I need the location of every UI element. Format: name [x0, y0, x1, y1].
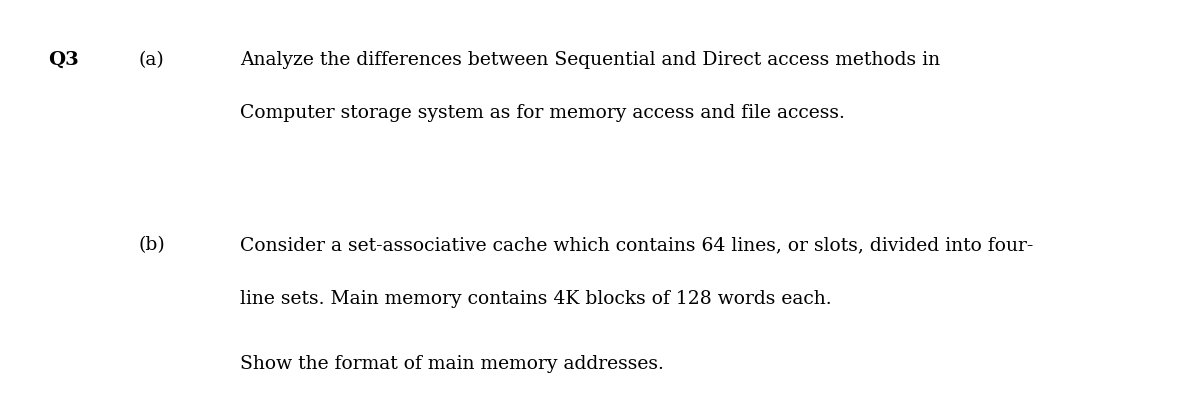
Text: (a): (a) — [138, 51, 163, 69]
Text: Analyze the differences between Sequential and Direct access methods in: Analyze the differences between Sequenti… — [240, 51, 940, 69]
Text: Computer storage system as for memory access and file access.: Computer storage system as for memory ac… — [240, 104, 845, 123]
Text: Show the format of main memory addresses.: Show the format of main memory addresses… — [240, 355, 664, 373]
Text: Q3: Q3 — [48, 51, 79, 69]
Text: line sets. Main memory contains 4K blocks of 128 words each.: line sets. Main memory contains 4K block… — [240, 290, 832, 308]
Text: (b): (b) — [138, 236, 164, 255]
Text: Consider a set-associative cache which contains 64 lines, or slots, divided into: Consider a set-associative cache which c… — [240, 236, 1033, 255]
